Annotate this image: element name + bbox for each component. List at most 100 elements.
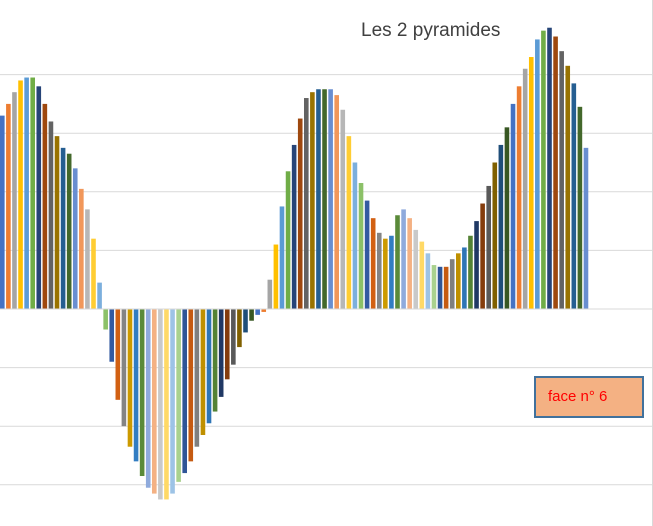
bar [48, 121, 54, 309]
bar [42, 103, 48, 310]
bar [431, 265, 437, 309]
bar [334, 95, 339, 309]
bar [547, 27, 552, 309]
bar [437, 266, 443, 309]
bar [516, 86, 522, 309]
chart-title: Les 2 pyramides [361, 20, 501, 41]
bar [553, 36, 558, 309]
bar [443, 266, 449, 309]
bar [285, 171, 291, 309]
bar [370, 218, 376, 309]
bar [182, 309, 187, 474]
bar [121, 309, 127, 427]
bar [188, 309, 194, 462]
bar [419, 241, 425, 309]
bar [559, 51, 564, 309]
bar [176, 309, 181, 482]
bar [164, 309, 169, 500]
bar [127, 309, 133, 447]
bar [565, 65, 571, 309]
bar [297, 118, 303, 309]
bar [0, 115, 5, 310]
bar [206, 309, 212, 424]
bar [358, 183, 364, 309]
bar [401, 209, 406, 309]
bar [152, 309, 157, 494]
bar [456, 253, 461, 309]
bar [346, 136, 352, 309]
bar [304, 98, 309, 309]
bar [504, 127, 510, 309]
bar [237, 309, 242, 348]
bar [12, 92, 17, 310]
bar [224, 309, 230, 380]
bar [510, 103, 516, 310]
bar [541, 30, 546, 310]
bar [364, 200, 370, 309]
bar [474, 221, 479, 309]
bar [36, 86, 42, 309]
bar [72, 168, 78, 309]
bar [97, 282, 102, 309]
bar [413, 229, 419, 309]
bar [18, 80, 23, 310]
bar [352, 162, 358, 309]
bar [389, 235, 394, 309]
face-label-box[interactable]: face n° 6 [534, 376, 644, 418]
bar [6, 103, 11, 310]
bar [267, 279, 273, 309]
bar [498, 144, 504, 309]
bar [328, 89, 333, 309]
bar [24, 77, 29, 309]
bars-group [0, 27, 589, 500]
bar [103, 309, 108, 330]
bar [528, 57, 534, 309]
bar [158, 309, 163, 500]
face-label-text: face n° 6 [548, 388, 608, 405]
bar [486, 185, 491, 309]
bar [522, 68, 528, 310]
bar [340, 109, 346, 309]
bar [30, 77, 35, 309]
bar [139, 309, 145, 477]
bar [407, 218, 412, 309]
bar [425, 253, 431, 309]
bar [109, 309, 115, 362]
bar [200, 309, 206, 435]
bar [376, 232, 382, 309]
bar [468, 235, 473, 309]
bar [170, 309, 175, 494]
bar [79, 188, 84, 309]
bar [212, 309, 218, 412]
bar [255, 309, 260, 315]
bar [571, 83, 577, 309]
bar [492, 162, 498, 309]
bar [60, 147, 66, 309]
bar [395, 215, 400, 309]
bar [145, 309, 151, 488]
bar [85, 209, 90, 309]
bar [577, 106, 583, 309]
bar [535, 39, 540, 309]
bar [115, 309, 121, 400]
bar [218, 309, 224, 397]
bar [383, 238, 388, 309]
bar [54, 136, 60, 309]
bar [66, 153, 72, 309]
bar [462, 247, 467, 309]
bar [583, 147, 589, 309]
bar [243, 309, 248, 333]
bar [133, 309, 139, 462]
bar [261, 309, 267, 312]
bar [322, 89, 327, 309]
bar [310, 92, 315, 310]
bar [91, 238, 96, 309]
bar [231, 309, 236, 365]
bar [279, 206, 285, 309]
bar [316, 89, 321, 309]
bar [449, 259, 455, 309]
bar [249, 309, 254, 321]
bar [273, 244, 279, 309]
bar [291, 144, 297, 309]
